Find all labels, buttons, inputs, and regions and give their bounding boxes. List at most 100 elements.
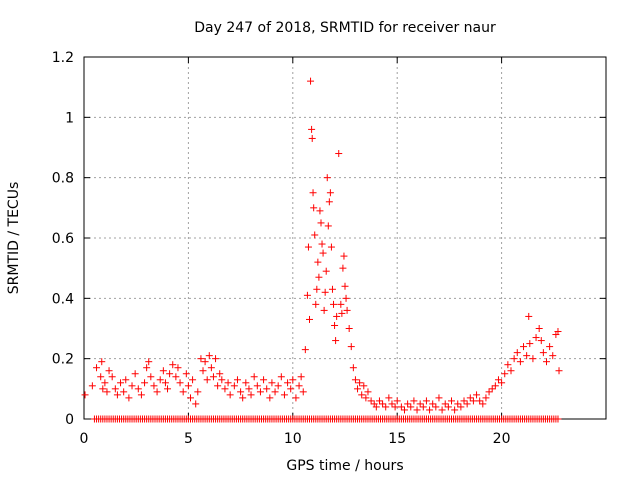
data-point — [207, 364, 215, 372]
data-point — [379, 400, 387, 408]
data-point — [122, 376, 130, 384]
data-point — [274, 382, 282, 390]
data-point — [537, 337, 545, 345]
data-point — [172, 373, 180, 381]
data-point — [401, 406, 409, 414]
data-point — [429, 400, 437, 408]
data-point — [342, 294, 350, 302]
data-point — [349, 364, 357, 372]
data-point — [435, 394, 443, 402]
data-point — [224, 379, 232, 387]
data-point — [201, 358, 209, 366]
data-point — [385, 394, 393, 402]
data-point — [314, 258, 322, 266]
data-point — [343, 306, 351, 314]
data-point — [309, 189, 317, 197]
x-tick-label: 10 — [284, 431, 302, 447]
data-point — [271, 388, 279, 396]
data-point — [419, 403, 427, 411]
data-point — [358, 391, 366, 399]
data-point — [438, 406, 446, 414]
data-point — [488, 385, 496, 393]
data-point — [284, 379, 292, 387]
data-point — [245, 385, 253, 393]
y-tick-label: 0.8 — [52, 171, 74, 187]
data-point — [328, 285, 336, 293]
data-point — [338, 309, 346, 317]
x-tick-label: 15 — [388, 431, 406, 447]
data-point — [289, 376, 297, 384]
data-point — [103, 388, 111, 396]
data-point — [413, 406, 421, 414]
data-point — [98, 358, 106, 366]
data-point — [88, 382, 96, 390]
data-point — [81, 391, 89, 399]
data-point — [466, 394, 474, 402]
data-point — [242, 379, 250, 387]
data-point — [99, 385, 107, 393]
data-point — [345, 325, 353, 332]
data-point — [306, 315, 314, 323]
data-point — [141, 379, 149, 387]
data-point — [161, 379, 169, 387]
data-point — [117, 379, 125, 387]
data-point — [501, 370, 509, 378]
data-point — [520, 343, 528, 351]
data-point — [325, 198, 333, 206]
data-point — [529, 355, 537, 363]
data-point — [444, 403, 452, 411]
data-point — [482, 394, 490, 402]
data-point — [313, 285, 321, 293]
data-point — [108, 373, 116, 381]
data-point — [226, 391, 234, 399]
x-tick-label: 0 — [80, 431, 89, 447]
data-point — [510, 355, 518, 363]
data-point — [113, 391, 121, 399]
data-point — [447, 397, 455, 405]
data-point — [535, 325, 543, 332]
data-point — [97, 373, 105, 381]
data-point — [192, 400, 200, 408]
data-point — [218, 376, 226, 384]
data-point — [360, 382, 368, 390]
data-point — [312, 300, 320, 308]
data-point — [498, 379, 506, 387]
data-point — [153, 388, 161, 396]
data-point — [214, 382, 222, 390]
data-point — [310, 204, 318, 212]
data-point — [340, 252, 348, 260]
data-point — [159, 367, 167, 375]
data-point — [479, 400, 487, 408]
chart-title: Day 247 of 2018, SRMTID for receiver nau… — [194, 20, 496, 36]
data-point — [330, 300, 338, 308]
data-point — [554, 328, 562, 336]
data-point — [189, 376, 197, 384]
data-point — [256, 388, 264, 396]
data-point — [513, 349, 521, 357]
data-point — [525, 312, 533, 320]
data-point — [266, 394, 274, 402]
data-point — [221, 385, 229, 393]
data-point — [150, 382, 158, 390]
data-point — [212, 355, 220, 363]
data-point — [504, 361, 512, 369]
data-point — [473, 391, 481, 399]
data-point — [375, 397, 383, 405]
data-point — [319, 249, 327, 257]
data-point — [554, 415, 562, 423]
data-point — [169, 361, 177, 369]
data-point — [216, 370, 224, 378]
data-point — [263, 385, 271, 393]
y-axis-label: SRMTID / TECUs — [6, 182, 22, 295]
data-point — [176, 379, 184, 387]
data-point — [332, 337, 340, 345]
data-point — [324, 222, 332, 230]
data-point — [356, 379, 364, 387]
y-tick-label: 0.4 — [52, 291, 74, 307]
data-point — [422, 397, 430, 405]
data-point — [318, 240, 326, 248]
data-point — [194, 388, 202, 396]
data-point — [186, 394, 194, 402]
data-point — [516, 358, 524, 366]
